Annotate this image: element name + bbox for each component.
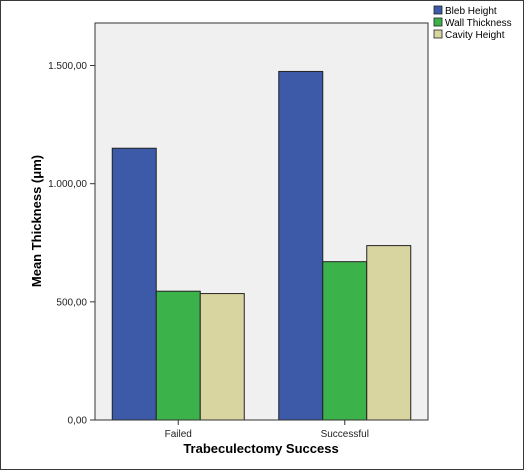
legend-swatch: [433, 5, 443, 15]
y-tick-label: 1.500,00: [48, 61, 87, 72]
legend-swatch: [433, 29, 443, 39]
legend-label: Cavity Height: [445, 30, 505, 41]
legend-label: Bleb Height: [445, 6, 497, 17]
x-tick-label: Successful: [321, 429, 369, 440]
bars-group: [111, 70, 412, 421]
legend-swatch: [433, 17, 443, 27]
x-ticks-group: Failed Successful: [165, 420, 369, 440]
bar-wall-thickness-successful: [322, 261, 368, 421]
y-axis-label: Mean Thickness (μm): [29, 155, 44, 287]
bar-wall-thickness-failed: [155, 290, 201, 421]
bar-bleb-height-successful: [278, 70, 324, 421]
x-axis-label: Trabeculectomy Success: [183, 441, 338, 456]
y-tick-label: 1.000,00: [48, 179, 87, 190]
bar-cavity-height-successful: [366, 245, 412, 421]
x-tick-label: Failed: [165, 429, 192, 440]
bar-cavity-height-failed: [199, 293, 245, 421]
y-tick-label: 500,00: [56, 297, 87, 308]
y-ticks-group: 0,00 500,00 1.000,00 1.500,00: [48, 61, 95, 427]
bar-bleb-height-failed: [111, 147, 157, 421]
legend-label: Wall Thickness: [445, 18, 512, 29]
y-tick-label: 0,00: [68, 416, 88, 427]
